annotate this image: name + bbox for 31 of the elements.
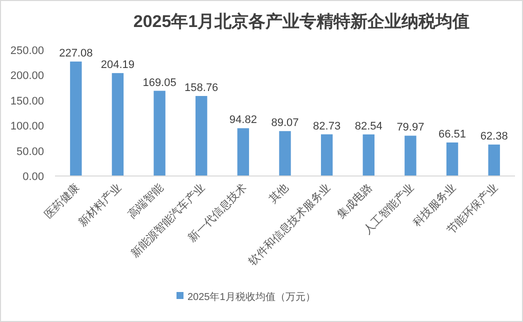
y-tick-label: 100.00 [10,120,44,133]
bar [488,144,500,176]
legend-label: 2025年1月税收均值（万元） [188,291,316,303]
y-tick-label: 150.00 [10,95,44,108]
bar [279,131,291,176]
data-label: 79.97 [396,122,424,134]
data-label: 82.54 [354,120,382,132]
bar [196,96,208,176]
y-tick-label: 200.00 [10,70,44,82]
y-tick-label: 0.00 [22,171,44,183]
x-tick-label: 其他 [266,180,292,206]
bar [154,90,166,176]
bar [70,62,82,176]
data-label: 94.82 [229,114,257,126]
bar [404,136,416,176]
bar [446,142,458,176]
bar [362,134,374,176]
data-label: 62.38 [480,130,508,143]
data-label: 82.73 [313,120,341,132]
bar [112,73,124,176]
y-tick-label: 250.00 [10,45,44,57]
data-label: 227.08 [59,48,93,60]
chart-title: 2025年1月北京各产业专精特新企业纳税均值 [133,12,470,31]
bar [237,128,250,176]
y-tick-label: 50.00 [16,146,44,158]
data-label: 169.05 [142,76,176,89]
data-label: 66.51 [438,128,466,140]
data-label: 204.19 [100,59,135,72]
data-label: 158.76 [184,82,218,94]
bar [320,134,333,176]
data-label: 89.07 [271,117,299,130]
